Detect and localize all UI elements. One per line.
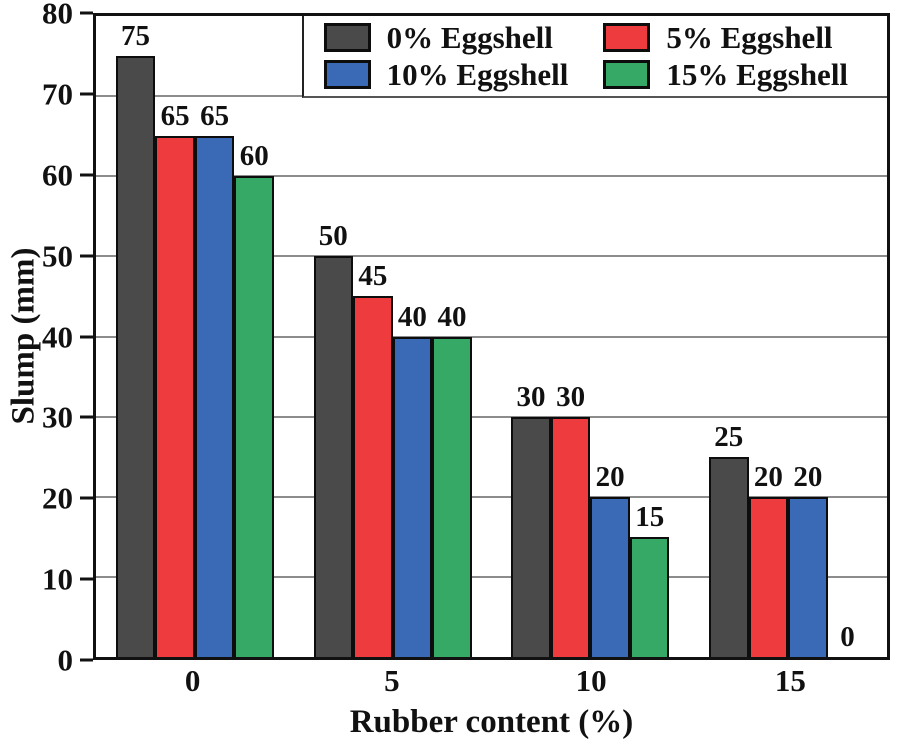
y-tick-mark-20 (80, 496, 93, 500)
legend-item-15Eggshell: 15% Eggshell (603, 59, 883, 90)
bar-5Eggshell-rubber-5 (353, 296, 393, 657)
bar-value-label: 30 (556, 380, 586, 413)
bar-value-label: 40 (397, 300, 427, 333)
legend-label: 5% Eggshell (666, 20, 833, 55)
y-tick-label-80: 80 (42, 0, 73, 31)
bar-value-label: 20 (753, 460, 783, 493)
bar-5Eggshell-rubber-10 (550, 416, 591, 657)
bar-value-label: 25 (714, 420, 744, 453)
legend-label: 10% Eggshell (386, 57, 569, 92)
legend-swatch-icon (603, 60, 651, 89)
plot-area: 75 65 65 60 50 45 40 40 30 30 20 15 25 20 20 0 0% Eggsh… (93, 13, 890, 660)
bar-0Eggshell-rubber-15 (709, 456, 749, 657)
bar-value-label: 75 (121, 20, 151, 53)
legend-swatch-icon (323, 60, 371, 89)
legend-swatch-icon (323, 23, 371, 52)
bar-value-label: 15 (635, 500, 665, 533)
x-tick-label-5: 5 (384, 663, 400, 698)
gridline-y-20 (96, 495, 887, 498)
y-tick-label-10: 10 (42, 561, 73, 597)
y-tick-mark-60 (80, 173, 93, 177)
gridline-y-10 (96, 575, 887, 578)
y-tick-label-0: 0 (57, 642, 74, 678)
y-tick-mark-0 (80, 658, 93, 662)
legend-item-0Eggshell: 0% Eggshell (323, 20, 604, 55)
y-tick-label-60: 60 (42, 157, 73, 193)
y-tick-mark-50 (80, 254, 93, 258)
bar-value-label: 45 (358, 260, 388, 293)
bar-10Eggshell-rubber-5 (392, 336, 433, 657)
bar-5Eggshell-rubber-15 (748, 496, 789, 657)
legend-label: 0% Eggshell (386, 20, 553, 55)
gridline-y-60 (96, 175, 887, 178)
bar-value-label: 65 (160, 100, 190, 133)
y-tick-label-70: 70 (42, 76, 73, 112)
y-tick-mark-10 (80, 577, 93, 581)
bar-value-label: 20 (793, 460, 823, 493)
bar-10Eggshell-rubber-15 (788, 496, 828, 657)
bar-0Eggshell-rubber-10 (511, 416, 551, 657)
bar-value-label: 65 (200, 100, 230, 133)
bar-value-label: 0 (840, 621, 855, 653)
y-tick-mark-80 (80, 11, 93, 15)
y-tick-mark-70 (80, 92, 93, 96)
legend-swatch-icon (603, 23, 651, 52)
bar-5Eggshell-rubber-0 (155, 136, 195, 657)
legend: 0% Eggshell 5% Eggshell 10% Eggshell 15% Eg… (301, 16, 887, 98)
y-tick-label-50: 50 (42, 238, 73, 274)
bar-value-label: 60 (239, 140, 269, 173)
x-axis-title: Rubber content (%) (349, 704, 634, 740)
bar-15Eggshell-rubber-0 (234, 176, 274, 657)
gridline-y-50 (96, 255, 887, 258)
y-tick-label-40: 40 (42, 319, 73, 354)
y-tick-label-30: 30 (42, 399, 73, 435)
bar-0Eggshell-rubber-5 (313, 256, 354, 657)
gridline-y-30 (96, 415, 887, 418)
x-axis: 0 5 10 15 (93, 663, 890, 702)
bar-value-label: 50 (318, 220, 348, 253)
bar-value-label: 20 (595, 460, 625, 493)
bar-0Eggshell-rubber-0 (115, 56, 156, 657)
legend-item-10Eggshell: 10% Eggshell (323, 57, 604, 92)
bar-10Eggshell-rubber-0 (194, 136, 235, 657)
legend-item-5Eggshell: 5% Eggshell (603, 22, 883, 53)
y-tick-mark-40 (80, 335, 93, 338)
x-tick-label-15: 15 (774, 663, 806, 698)
bar-15Eggshell-rubber-5 (432, 336, 472, 657)
y-axis: 0 10 20 30 40 50 60 70 80 (0, 0, 93, 676)
bar-15Eggshell-rubber-10 (629, 536, 670, 657)
bar-10Eggshell-rubber-10 (590, 496, 630, 657)
x-tick-label-0: 0 (184, 663, 201, 698)
bar-value-label: 30 (516, 380, 546, 413)
y-tick-label-20: 20 (42, 480, 73, 516)
y-tick-mark-30 (80, 415, 93, 419)
x-tick-label-10: 10 (575, 663, 607, 698)
gridline-y-40 (96, 335, 887, 338)
bar-value-label: 40 (437, 300, 467, 333)
legend-label: 15% Eggshell (666, 57, 849, 92)
